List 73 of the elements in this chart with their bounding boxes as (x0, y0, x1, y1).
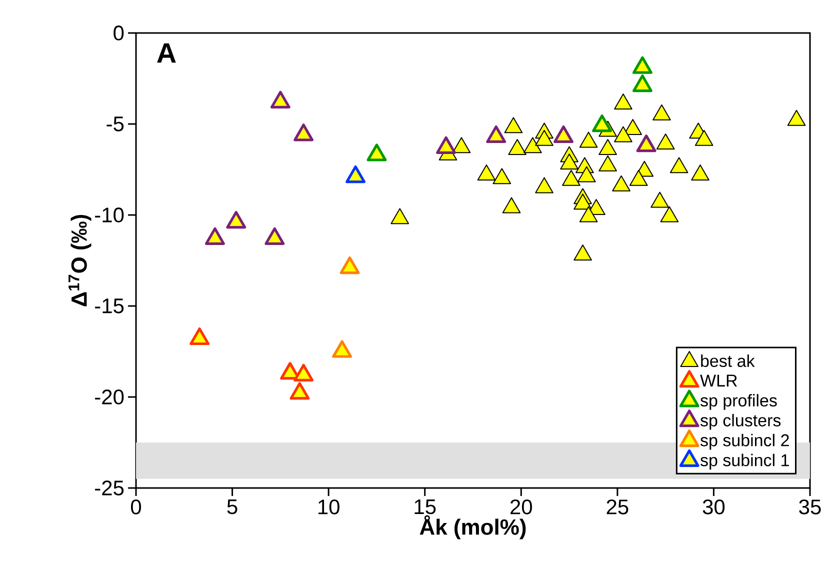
point (691, 164, 710, 180)
point (390, 208, 409, 224)
point (340, 256, 360, 274)
point (579, 206, 598, 222)
annotation: A (157, 43, 176, 63)
legend-label: best ak (701, 354, 755, 368)
x-tick-label: 25 (606, 500, 628, 514)
x-tick-label: 10 (318, 500, 340, 514)
point (508, 138, 526, 155)
point (492, 168, 512, 184)
x-tick-label: 20 (510, 500, 532, 514)
point (574, 194, 592, 210)
point (270, 90, 290, 108)
point (787, 110, 806, 126)
y-tick-label: -15 (95, 298, 124, 314)
point (574, 244, 592, 261)
point (535, 130, 554, 146)
legend-label: sp subincl 1 (700, 454, 789, 470)
point (560, 154, 578, 170)
point (294, 364, 314, 382)
x-tick-label: 0 (130, 500, 142, 514)
point (598, 155, 617, 172)
point (660, 206, 679, 222)
point (592, 114, 612, 132)
point (452, 137, 471, 154)
x-tick-label: 15 (414, 500, 436, 514)
point (632, 56, 652, 74)
x-tick-label: 5 (227, 500, 238, 514)
point (670, 157, 688, 174)
x-axis-title: Åk (mol%) (420, 515, 526, 540)
point (346, 165, 366, 184)
point (366, 144, 387, 162)
y-tick-label: -20 (95, 390, 124, 404)
point (294, 124, 314, 142)
point (562, 170, 580, 186)
point (502, 197, 521, 214)
point (554, 125, 574, 144)
point (436, 136, 456, 154)
point (190, 327, 210, 346)
point (614, 93, 632, 110)
legend-label: sp clusters (700, 414, 781, 430)
point (332, 340, 352, 358)
point (614, 126, 632, 142)
point (632, 74, 652, 92)
point (577, 166, 596, 182)
legend-label: sp subincl 2 (700, 434, 789, 450)
point (650, 192, 669, 208)
point (636, 134, 656, 152)
point (226, 210, 246, 229)
y-tick-label: -25 (95, 480, 124, 496)
x-tick-label: 35 (799, 500, 821, 514)
point (535, 177, 554, 194)
y-axis-title: Δ$^{17}$O (‰) (68, 214, 92, 306)
y-tick-label: -10 (95, 208, 124, 222)
y-tick-label: -5 (106, 116, 124, 132)
point (694, 130, 714, 146)
point (652, 104, 671, 120)
point (477, 164, 496, 180)
legend-label: sp profiles (700, 394, 777, 410)
point (656, 134, 675, 150)
point (598, 138, 617, 155)
legend-label: WLR (700, 374, 737, 386)
y-tick-label: 0 (114, 26, 124, 40)
point (524, 137, 542, 154)
point (204, 227, 225, 245)
point (612, 175, 630, 192)
point (629, 170, 648, 186)
point (290, 382, 310, 400)
point (504, 117, 523, 134)
point (486, 125, 506, 144)
x-tick-label: 30 (702, 500, 725, 514)
point (579, 132, 598, 148)
point (264, 227, 285, 245)
